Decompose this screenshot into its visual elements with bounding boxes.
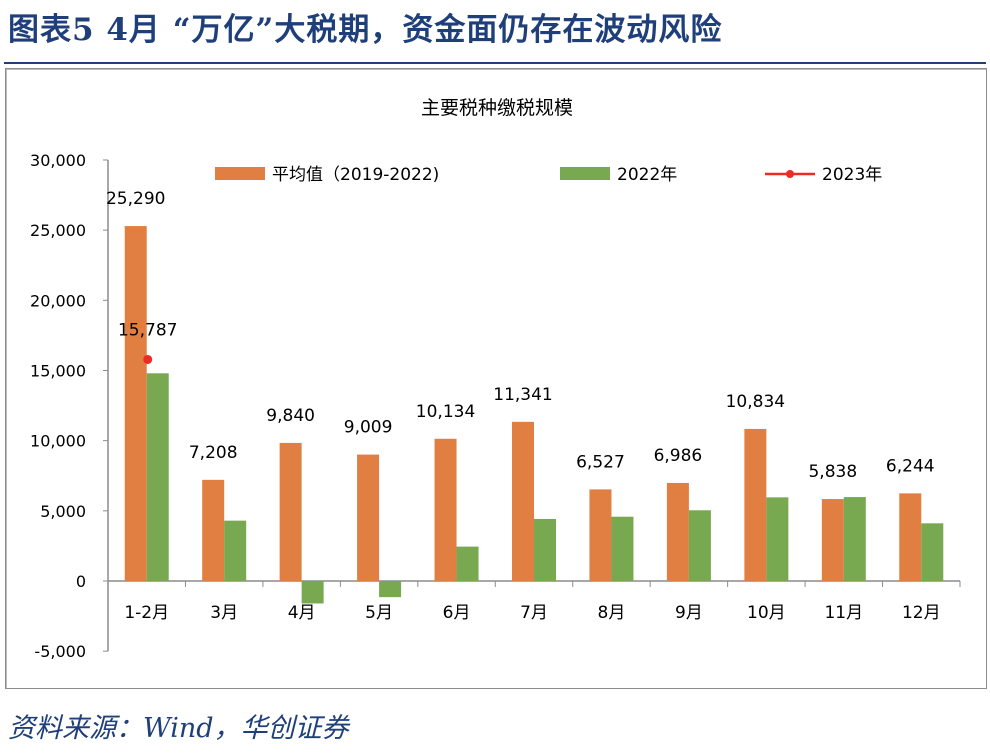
bar-2022 <box>611 516 634 581</box>
chart-frame <box>5 68 987 689</box>
data-label-average: 25,290 <box>106 189 165 209</box>
source-note: 资料来源：Wind，华创证券 <box>8 713 349 744</box>
legend-swatch-average <box>215 167 265 180</box>
bar-chart: 主要税种缴税规模 -5,000 0 5,000 10,000 15,000 20,000 2… <box>30 97 961 661</box>
bar-average <box>434 438 457 581</box>
y-tick-label: -5,000 <box>34 642 86 661</box>
bar-average <box>744 428 767 581</box>
legend-marker-2023 <box>786 170 794 178</box>
x-tick-label: 4月 <box>288 603 316 623</box>
figure-title: 图表5 4月 “万亿”大税期，资金面仍存在波动风险 <box>8 12 723 48</box>
bar-2022 <box>301 581 324 604</box>
title-divider <box>4 62 986 64</box>
x-tick-label: 10月 <box>747 603 786 623</box>
legend-swatch-2022 <box>560 167 610 180</box>
bar-average <box>202 479 225 581</box>
bar-average <box>589 489 612 581</box>
x-tick-label: 12月 <box>902 603 941 623</box>
y-tick-label: 15,000 <box>30 361 86 380</box>
chart-title: 主要税种缴税规模 <box>421 97 573 119</box>
data-label-average: 7,208 <box>189 443 238 463</box>
bar-2022 <box>379 581 402 598</box>
legend-label-average: 平均值（2019-2022) <box>272 165 439 185</box>
legend-label-2023: 2023年 <box>822 165 882 185</box>
bar-average <box>821 499 844 581</box>
data-label-average: 11,341 <box>493 385 552 405</box>
data-label-average: 6,527 <box>576 452 625 472</box>
data-label-average: 6,986 <box>654 446 703 466</box>
bar-2022 <box>921 523 944 581</box>
data-label-2023: 15,787 <box>118 320 177 340</box>
data-label-average: 6,244 <box>886 456 935 476</box>
bar-average <box>899 493 922 581</box>
point-2023 <box>143 354 153 364</box>
bar-average <box>279 442 302 581</box>
y-tick-label: 25,000 <box>30 221 86 240</box>
bar-average <box>666 482 689 581</box>
y-tick-label: 20,000 <box>30 291 86 310</box>
bar-average <box>512 421 534 581</box>
y-tick-label: 0 <box>76 572 86 591</box>
data-label-average: 10,834 <box>726 392 785 412</box>
legend-label-2022: 2022年 <box>617 165 677 185</box>
x-tick-label: 11月 <box>824 603 863 623</box>
x-tick-label: 7月 <box>520 603 548 623</box>
y-tick-label: 30,000 <box>30 151 86 170</box>
data-label-average: 10,134 <box>416 402 475 422</box>
data-label-average: 9,840 <box>266 406 315 426</box>
bar-average <box>357 454 380 581</box>
bar-2022 <box>224 520 247 581</box>
bar-2022 <box>534 518 556 581</box>
data-label-average: 9,009 <box>344 418 393 438</box>
x-tick-label: 8月 <box>598 603 626 623</box>
bar-2022 <box>843 497 866 581</box>
bar-2022 <box>688 510 711 581</box>
data-label-average: 5,838 <box>808 462 857 482</box>
x-tick-label: 6月 <box>443 603 471 623</box>
x-tick-label: 9月 <box>675 603 703 623</box>
bar-average <box>124 226 147 581</box>
x-tick-label: 1-2月 <box>124 603 169 623</box>
x-tick-label: 3月 <box>210 603 238 623</box>
y-tick-label: 5,000 <box>40 502 86 521</box>
bar-2022 <box>456 546 479 581</box>
x-tick-label: 5月 <box>365 603 393 623</box>
bar-2022 <box>766 497 789 581</box>
y-tick-label: 10,000 <box>30 432 86 451</box>
bar-2022 <box>146 373 169 581</box>
